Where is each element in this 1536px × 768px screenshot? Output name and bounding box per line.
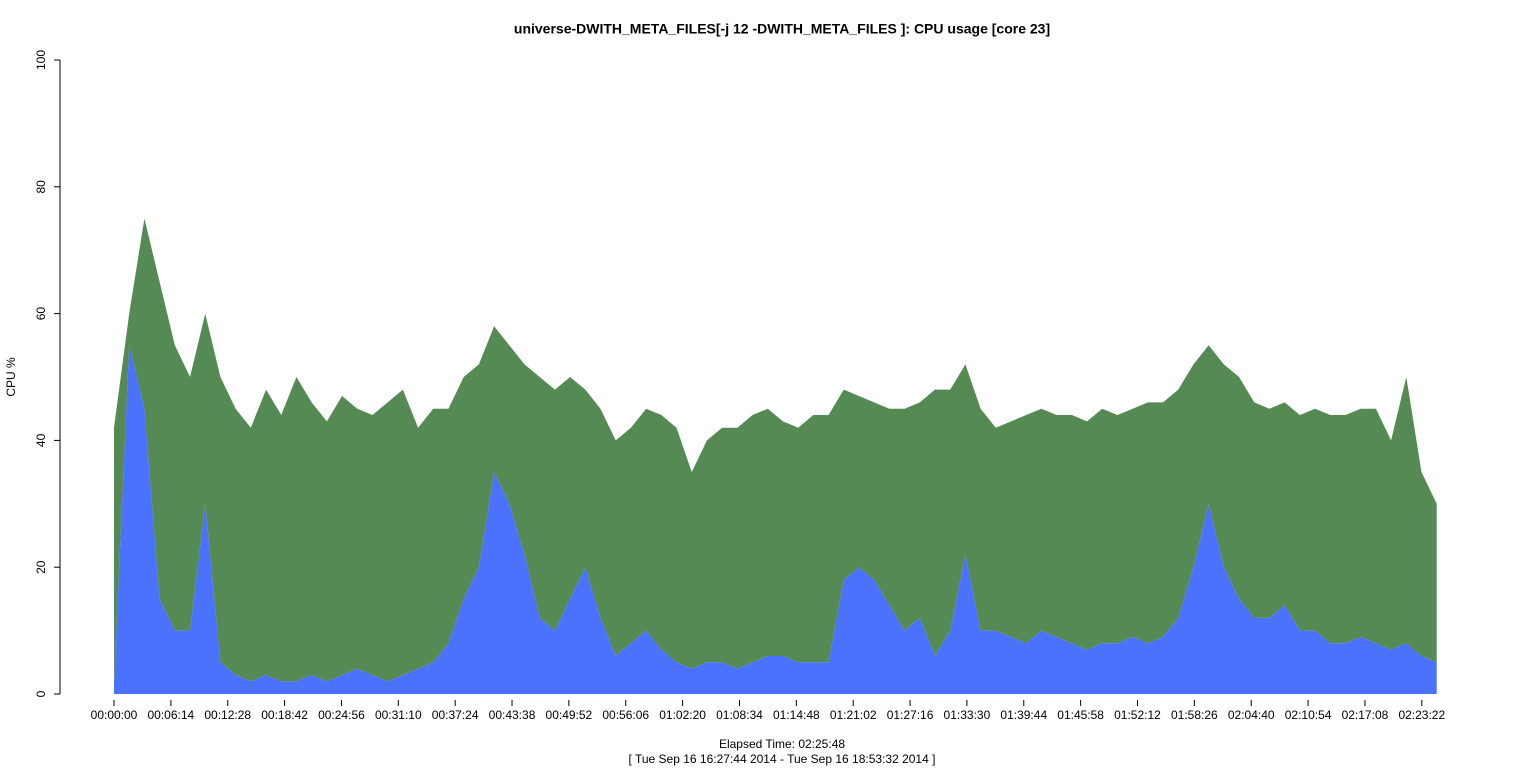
x-tick-label: 01:14:48 xyxy=(773,708,820,722)
x-tick-label: 00:24:56 xyxy=(318,708,365,722)
x-axis-sublabel: [ Tue Sep 16 16:27:44 2014 - Tue Sep 16 … xyxy=(629,752,936,766)
x-tick-label: 02:17:08 xyxy=(1342,708,1389,722)
y-tick-label: 20 xyxy=(34,560,48,574)
x-tick-label: 00:37:24 xyxy=(432,708,479,722)
x-tick-label: 01:52:12 xyxy=(1114,708,1161,722)
x-axis-label: Elapsed Time: 02:25:48 xyxy=(719,737,845,751)
x-tick-label: 00:31:10 xyxy=(375,708,422,722)
x-tick-label: 00:43:38 xyxy=(489,708,536,722)
x-tick-label: 01:58:26 xyxy=(1171,708,1218,722)
x-tick-label: 01:02:20 xyxy=(659,708,706,722)
x-tick-label: 00:00:00 xyxy=(91,708,138,722)
y-tick-label: 60 xyxy=(34,307,48,321)
x-tick-label: 01:45:58 xyxy=(1057,708,1104,722)
x-tick-label: 02:23:22 xyxy=(1398,708,1445,722)
y-tick-label: 40 xyxy=(34,433,48,447)
x-tick-label: 00:12:28 xyxy=(204,708,251,722)
area xyxy=(114,345,1437,694)
y-tick-label: 0 xyxy=(34,690,48,697)
x-tick-label: 01:33:30 xyxy=(944,708,991,722)
y-tick-label: 100 xyxy=(34,50,48,70)
area xyxy=(114,218,1437,682)
y-tick-label: 80 xyxy=(34,180,48,194)
y-axis-label: CPU % xyxy=(4,357,18,397)
x-tick-label: 01:08:34 xyxy=(716,708,763,722)
chart-title: universe-DWITH_META_FILES[-j 12 -DWITH_M… xyxy=(514,21,1050,37)
x-tick-label: 00:56:06 xyxy=(602,708,649,722)
x-tick-label: 00:49:52 xyxy=(546,708,593,722)
x-tick-label: 02:04:40 xyxy=(1228,708,1275,722)
x-tick-label: 00:18:42 xyxy=(261,708,308,722)
x-tick-label: 01:21:02 xyxy=(830,708,877,722)
x-tick-label: 01:27:16 xyxy=(887,708,934,722)
x-tick-label: 00:06:14 xyxy=(148,708,195,722)
x-tick-label: 01:39:44 xyxy=(1000,708,1047,722)
x-tick-label: 02:10:54 xyxy=(1285,708,1332,722)
